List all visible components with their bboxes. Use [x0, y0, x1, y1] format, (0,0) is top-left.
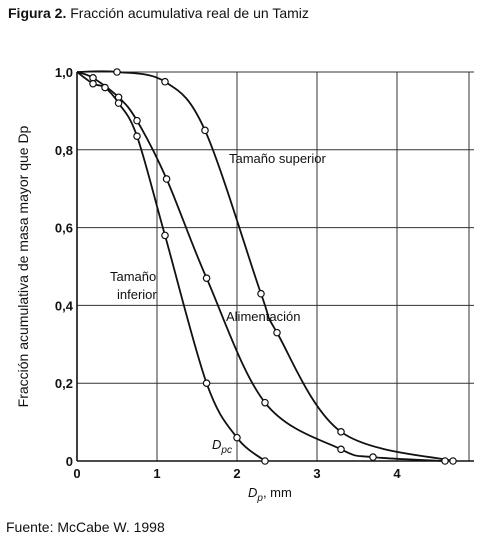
figure-caption-text: Fracción acumulativa real de un Tamiz: [66, 5, 309, 21]
data-point-tamano-superior-2: [161, 77, 169, 86]
y-tick-label-0.6: 0,6: [55, 221, 73, 236]
data-point-alimentacion-6: [261, 398, 269, 407]
data-point-tamano-superior-4: [257, 289, 265, 298]
data-point-tamano-inferior-6: [202, 379, 211, 388]
x-axis-label: Dp, mm: [248, 485, 292, 504]
data-point-tamano-inferior-7: [233, 433, 241, 442]
data-point-alimentacion-7: [337, 445, 345, 454]
y-tick-label-0.4: 0,4: [55, 298, 74, 313]
figure-source: Fuente: McCabe W. 1998: [6, 519, 165, 535]
x-tick-label-4: 4: [393, 466, 401, 481]
y-tick-label-0.2: 0,2: [55, 376, 73, 391]
data-point-tamano-superior-1: [113, 68, 121, 76]
label-dpc: Dpc: [212, 437, 232, 456]
data-point-alimentacion-3: [133, 116, 141, 125]
data-point-tamano-superior-3: [201, 126, 209, 135]
figure-caption-prefix: Figura 2.: [8, 5, 67, 21]
data-point-tamano-superior-5: [273, 328, 281, 337]
data-point-alimentacion-9: [441, 457, 449, 465]
y-tick-label-0: 0: [66, 454, 73, 469]
x-tick-label-1: 1: [153, 466, 160, 481]
label-tamano-inferior-line2: inferior: [117, 287, 157, 302]
data-point-tamano-superior-6: [337, 428, 345, 436]
data-point-tamano-inferior-5: [161, 231, 169, 240]
label-tamano-inferior-line1: Tamaño: [110, 269, 156, 284]
data-point-alimentacion-8: [369, 453, 377, 461]
data-point-tamano-inferior-3: [114, 99, 123, 107]
data-point-alimentacion-5: [202, 274, 211, 282]
data-point-tamano-inferior-1: [89, 79, 97, 88]
y-tick-label-1: 1,0: [55, 65, 73, 80]
label-alimentacion: Alimentación: [226, 309, 300, 324]
y-axis-label: Fracción acumulativa de masa mayor que D…: [15, 125, 31, 407]
data-point-tamano-inferior-4: [133, 132, 141, 140]
data-point-tamano-superior-7: [449, 457, 457, 465]
x-tick-label-2: 2: [233, 466, 240, 481]
figure-caption: Figura 2. Fracción acumulativa real de u…: [8, 5, 309, 21]
series-line-tamano-inferior: [76, 71, 266, 462]
series-line-alimentacion: [76, 71, 446, 462]
data-point-tamano-inferior-8: [261, 457, 269, 465]
data-point-alimentacion-4: [162, 175, 171, 183]
x-tick-label-3: 3: [313, 466, 320, 481]
data-point-tamano-inferior-2: [101, 83, 109, 92]
label-tamano-superior: Tamaño superior: [229, 151, 326, 166]
x-tick-label-0: 0: [73, 466, 80, 481]
y-tick-label-0.8: 0,8: [55, 143, 73, 158]
